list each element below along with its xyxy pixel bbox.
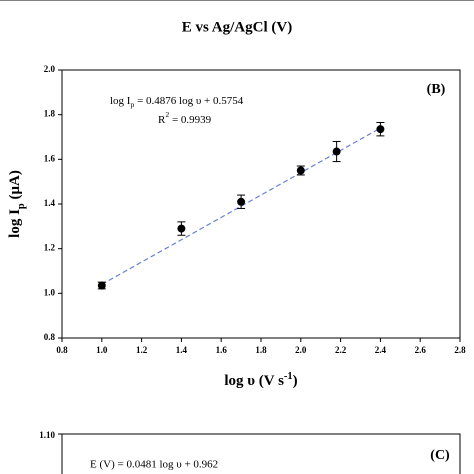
x-axis-label: E vs Ag/AgCl (V) (182, 19, 292, 35)
x-tick-label: 2.4 (375, 345, 387, 355)
x-tick-label: 0.8 (56, 345, 68, 355)
x-tick-label: 1.6 (216, 345, 228, 355)
x-axis-label-part: -1 (284, 371, 293, 382)
data-point (376, 125, 385, 134)
y-tick-label: 1.8 (44, 109, 56, 119)
x-axis-label: log υ (V s-1) (224, 371, 297, 390)
y-tick-label: 1.10 (39, 430, 55, 440)
y-tick-label: 1.0 (44, 287, 56, 297)
equation: log Ip = 0.4876 log υ + 0.5754 (110, 95, 244, 110)
y-axis-label-part: p (16, 203, 27, 209)
y-tick-label: 1.6 (44, 153, 56, 163)
plot-frame (61, 69, 461, 339)
equation: E (V) = 0.0481 log υ + 0.962 (90, 459, 218, 471)
x-tick-label: 2.6 (415, 345, 427, 355)
x-tick-label: 2.0 (295, 345, 307, 355)
data-point (177, 224, 186, 233)
y-axis-label: log Ip (μA) (7, 170, 26, 238)
r-squared: R2 = 0.9939 (158, 110, 212, 125)
plot-frame (61, 433, 461, 474)
x-tick-label: 2.8 (454, 345, 466, 355)
x-tick-label: 1.8 (255, 345, 267, 355)
y-tick-label: 2.0 (44, 64, 56, 74)
y-tick-label: 0.8 (44, 332, 56, 342)
equation-part: log I (110, 95, 131, 107)
equation-part: = 0.4876 log υ + 0.5754 (134, 95, 243, 107)
y-axis-label-part: (μA) (7, 170, 23, 203)
x-tick-label: 1.0 (96, 345, 108, 355)
data-point (97, 281, 106, 290)
y-tick-label: 1.4 (44, 198, 56, 208)
data-point (237, 197, 246, 206)
panel-label: (C) (430, 448, 450, 463)
y-axis-label-part: log I (7, 209, 23, 238)
x-tick-label: 1.4 (176, 345, 188, 355)
data-point (296, 166, 305, 175)
x-axis-label-part: ) (293, 373, 298, 389)
y-tick-label: 1.2 (44, 243, 56, 253)
equation-part: p (130, 100, 134, 109)
r-squared-part: = 0.9939 (169, 114, 211, 126)
panel-label: (B) (427, 82, 446, 97)
x-axis-label-part: log υ (V s (224, 373, 284, 389)
x-tick-label: 1.2 (136, 345, 148, 355)
data-point (332, 147, 341, 156)
x-tick-label: 2.2 (335, 345, 347, 355)
r-squared-part: R (158, 114, 166, 126)
r-squared-part: 2 (165, 110, 169, 119)
